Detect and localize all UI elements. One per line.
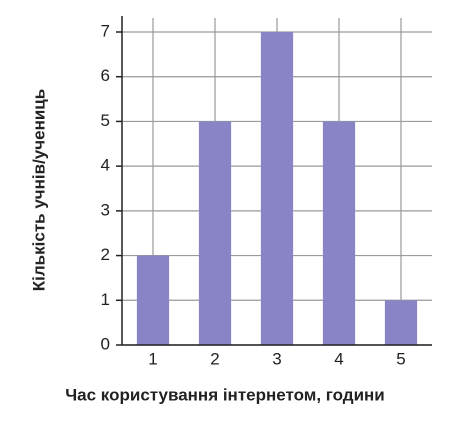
y-tick-label: 6 <box>101 66 110 85</box>
bar <box>260 32 294 345</box>
bar <box>384 300 418 345</box>
x-axis-label: Час користування інтернетом, години <box>65 385 385 404</box>
y-tick-label: 7 <box>101 21 110 40</box>
x-tick-label: 5 <box>396 349 405 368</box>
bar <box>136 255 170 345</box>
y-tick-label: 1 <box>101 290 110 309</box>
x-tick-label: 1 <box>148 349 157 368</box>
x-tick-label: 3 <box>272 349 281 368</box>
bar <box>322 121 356 345</box>
y-tick-label: 3 <box>101 200 110 219</box>
y-tick-label: 4 <box>101 156 110 175</box>
x-tick-label: 2 <box>210 349 219 368</box>
x-tick-label: 4 <box>334 349 343 368</box>
y-axis-label: Кількість учнів/учениць <box>29 89 48 291</box>
y-tick-label: 0 <box>101 334 110 353</box>
bar <box>198 121 232 345</box>
y-tick-label: 5 <box>101 111 110 130</box>
y-tick-label: 2 <box>101 245 110 264</box>
